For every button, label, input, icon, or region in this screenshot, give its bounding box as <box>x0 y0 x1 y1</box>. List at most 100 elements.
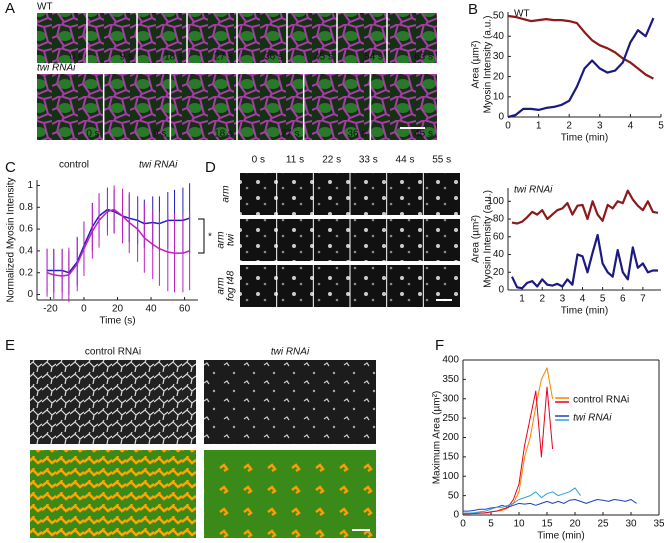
time-stamp: 9 s <box>120 52 133 63</box>
time-stamp: 0 s <box>70 52 83 63</box>
series-line <box>463 367 554 514</box>
y-tick-label: 0.8 <box>19 202 33 213</box>
time-stamp: 36 s <box>264 52 283 63</box>
x-tick-label: 30 <box>625 519 637 530</box>
twi-segmentation-image <box>204 450 376 538</box>
y-tick-label: 50 <box>493 11 505 22</box>
y-axis-label: Myosin Intensity (a.u.) <box>483 190 494 288</box>
time-stamp: 45 s <box>414 129 433 140</box>
x-tick-label: 2 <box>566 121 572 132</box>
legend-label: twi RNAi <box>139 160 178 171</box>
time-header: 11 s <box>286 155 304 166</box>
series-line <box>507 17 655 119</box>
x-tick-label: 10 <box>513 519 525 530</box>
series-line <box>463 487 582 514</box>
time-stamp: 63 s <box>414 52 433 63</box>
series-line <box>463 499 637 512</box>
time-stamp: 18 s <box>214 129 233 140</box>
x-tick-label: 5 <box>658 121 664 132</box>
x-tick-label: 1 <box>519 294 525 305</box>
x-tick-label: 15 <box>541 519 553 530</box>
x-tick-label: 40 <box>145 304 157 315</box>
x-tick-label: 4 <box>628 121 634 132</box>
row-label: arm <box>221 185 232 202</box>
panel-letter: F <box>435 337 444 354</box>
y-axis-label: Maximum Area (µm²) <box>432 391 443 485</box>
y-tick-label: 0 <box>453 510 459 521</box>
y-tick-label: 10 <box>493 91 505 102</box>
row-label: WT <box>37 2 53 13</box>
x-tick-label: 0 <box>460 519 466 530</box>
series-line <box>511 189 659 225</box>
x-tick-label: 0 <box>505 121 511 132</box>
series-line <box>46 208 190 277</box>
legend-label: control RNAi <box>573 395 629 406</box>
y-tick-label: 80 <box>493 214 505 225</box>
y-tick-label: 0 <box>498 112 504 123</box>
y-tick-label: 100 <box>442 471 459 482</box>
panel-letter: C <box>5 159 16 176</box>
x-tick-label: 2 <box>539 294 545 305</box>
time-stamp: 54 s <box>364 52 383 63</box>
x-axis-label: Time (min) <box>537 531 584 542</box>
y-tick-label: 300 <box>442 393 459 404</box>
x-axis-label: Time (min) <box>561 306 608 317</box>
x-tick-label: 0 <box>81 304 87 315</box>
y-tick-label: 40 <box>493 249 505 260</box>
row-label: twi RNAi <box>37 63 76 74</box>
column-label: control RNAi <box>85 347 141 358</box>
series-line <box>511 233 658 290</box>
row-label: fog t48 <box>226 270 237 301</box>
time-stamp: 36 s <box>347 129 366 140</box>
y-tick-label: 0 <box>498 285 504 296</box>
column-label: twi RNAi <box>271 347 310 358</box>
control-segmentation-image <box>30 450 196 538</box>
y-tick-label: 20 <box>493 71 505 82</box>
significance-bracket <box>198 218 205 254</box>
time-stamp: 27 s <box>281 129 300 140</box>
image-panels <box>30 13 460 538</box>
time-stamp: 18 s <box>164 52 183 63</box>
x-tick-label: 3 <box>560 294 566 305</box>
panel-letter: A <box>5 0 15 17</box>
x-tick-label: 5 <box>488 519 494 530</box>
y-tick-label: 60 <box>493 231 505 242</box>
panel-letter: B <box>468 1 478 18</box>
time-header: 22 s <box>322 155 341 166</box>
y-tick-label: 0.6 <box>19 224 33 235</box>
y-tick-label: 0.2 <box>19 267 33 278</box>
x-tick-label: 60 <box>179 304 191 315</box>
y-tick-label: 250 <box>442 413 459 424</box>
legend-label: control <box>59 160 89 171</box>
time-header: 55 s <box>432 155 451 166</box>
y-tick-label: 0.4 <box>19 246 33 257</box>
x-tick-label: 35 <box>653 519 664 530</box>
time-stamp: 0 s <box>86 129 99 140</box>
x-tick-label: 7 <box>640 294 646 305</box>
time-header: 33 s <box>359 155 378 166</box>
x-tick-label: 20 <box>569 519 581 530</box>
y-axis-label: Area (µm²) <box>471 215 482 263</box>
row-label: arm <box>216 231 227 248</box>
x-tick-label: 6 <box>620 294 626 305</box>
x-tick-label: 4 <box>580 294 586 305</box>
x-axis-label: Time (min) <box>561 133 608 144</box>
row-label: twi <box>226 233 237 246</box>
chart-title: twi RNAi <box>514 185 553 196</box>
series-line <box>47 208 190 274</box>
y-tick-label: 0 <box>27 289 33 300</box>
twi-myosin-image <box>204 360 376 444</box>
control-myosin-image <box>30 360 196 444</box>
time-stamp: 45 s <box>314 52 333 63</box>
x-tick-label: 5 <box>600 294 606 305</box>
panel-letter: E <box>5 337 15 354</box>
y-tick-label: 150 <box>442 452 459 463</box>
annotation: * <box>208 232 212 243</box>
time-header: 0 s <box>252 155 265 166</box>
series-line <box>507 14 654 80</box>
time-stamp: 27 s <box>214 52 233 63</box>
time-stamp: 9 s <box>153 129 166 140</box>
y-tick-label: 100 <box>487 196 504 207</box>
